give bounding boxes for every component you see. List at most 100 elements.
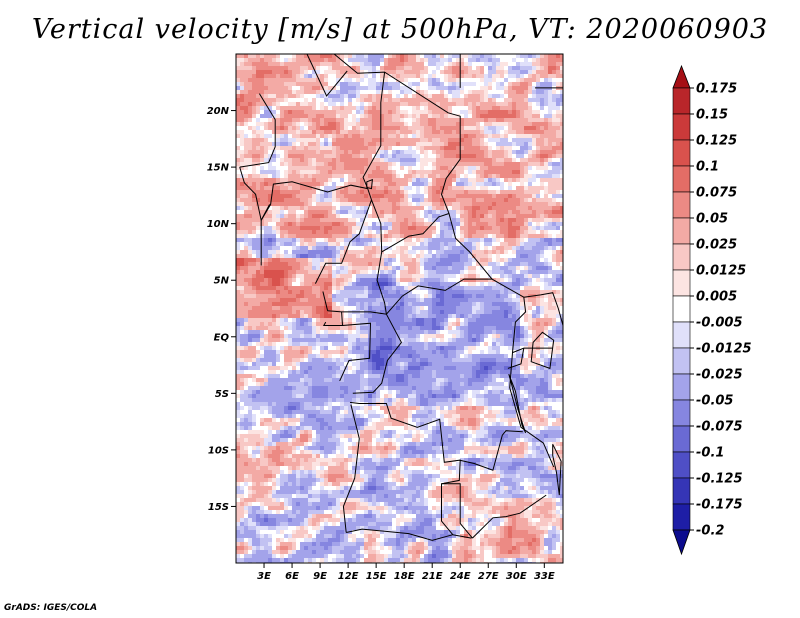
field-cell	[472, 90, 477, 95]
field-cell	[272, 66, 277, 71]
field-cell	[276, 158, 281, 163]
field-cell	[512, 174, 517, 179]
field-cell	[556, 154, 561, 159]
field-cell	[544, 74, 549, 79]
field-cell	[344, 54, 349, 59]
field-cell	[508, 78, 513, 83]
field-cell	[324, 294, 329, 299]
field-cell	[468, 166, 473, 171]
field-cell	[380, 150, 385, 155]
field-cell	[560, 54, 563, 59]
field-cell	[372, 150, 377, 155]
field-cell	[328, 250, 333, 255]
field-cell	[452, 130, 457, 135]
field-cell	[288, 218, 293, 223]
field-cell	[280, 198, 285, 203]
field-cell	[328, 74, 333, 79]
field-cell	[268, 278, 273, 283]
field-cell	[392, 270, 397, 275]
field-cell	[364, 106, 369, 111]
field-cell	[444, 134, 449, 139]
field-cell	[432, 146, 437, 151]
field-cell	[388, 198, 393, 203]
field-cell	[280, 230, 285, 235]
field-cell	[296, 234, 301, 239]
field-cell	[368, 266, 373, 271]
field-cell	[500, 122, 505, 127]
field-cell	[236, 210, 241, 215]
field-cell	[448, 142, 453, 147]
field-cell	[284, 134, 289, 139]
field-cell	[392, 86, 397, 91]
field-cell	[476, 134, 481, 139]
field-cell	[336, 102, 341, 107]
field-cell	[560, 126, 563, 131]
field-cell	[336, 66, 341, 71]
field-cell	[288, 170, 293, 175]
field-cell	[544, 70, 549, 75]
field-cell	[360, 186, 365, 191]
field-cell	[348, 282, 353, 287]
field-cell	[320, 214, 325, 219]
field-cell	[384, 142, 389, 147]
field-cell	[264, 290, 269, 295]
field-cell	[336, 170, 341, 175]
field-cell	[456, 138, 461, 143]
field-cell	[552, 286, 557, 291]
field-cell	[340, 70, 345, 75]
field-cell	[560, 206, 563, 211]
field-cell	[284, 78, 289, 83]
field-cell	[340, 122, 345, 127]
field-cell	[528, 198, 533, 203]
field-cell	[544, 110, 549, 115]
field-cell	[532, 90, 537, 95]
field-cell	[532, 210, 537, 215]
field-cell	[304, 130, 309, 135]
field-cell	[424, 98, 429, 103]
field-cell	[236, 226, 241, 231]
field-cell	[468, 94, 473, 99]
field-cell	[548, 134, 553, 139]
field-cell	[524, 234, 529, 239]
field-cell	[420, 210, 425, 215]
field-cell	[536, 222, 541, 227]
field-cell	[260, 58, 265, 63]
field-cell	[392, 114, 397, 119]
field-cell	[328, 190, 333, 195]
field-cell	[496, 66, 501, 71]
field-cell	[528, 146, 533, 151]
field-cell	[444, 206, 449, 211]
field-cell	[376, 102, 381, 107]
field-cell	[556, 266, 561, 271]
field-cell	[248, 282, 253, 287]
field-cell	[296, 218, 301, 223]
field-cell	[336, 258, 341, 263]
field-cell	[428, 262, 433, 267]
field-cell	[428, 198, 433, 203]
field-cell	[304, 102, 309, 107]
field-cell	[272, 198, 277, 203]
field-cell	[264, 146, 269, 151]
field-cell	[552, 154, 557, 159]
field-cell	[500, 270, 505, 275]
field-cell	[492, 134, 497, 139]
field-cell	[344, 110, 349, 115]
field-cell	[352, 62, 357, 67]
field-cell	[236, 134, 241, 139]
field-cell	[536, 278, 541, 283]
field-cell	[372, 86, 377, 91]
field-cell	[420, 238, 425, 243]
field-cell	[536, 114, 541, 119]
field-cell	[268, 294, 273, 299]
field-cell	[440, 198, 445, 203]
field-cell	[240, 246, 245, 251]
field-cell	[492, 186, 497, 191]
field-cell	[304, 218, 309, 223]
field-cell	[496, 290, 501, 295]
field-cell	[520, 222, 525, 227]
field-cell	[484, 90, 489, 95]
field-cell	[548, 94, 553, 99]
field-cell	[552, 258, 557, 263]
field-cell	[396, 78, 401, 83]
field-cell	[536, 270, 541, 275]
